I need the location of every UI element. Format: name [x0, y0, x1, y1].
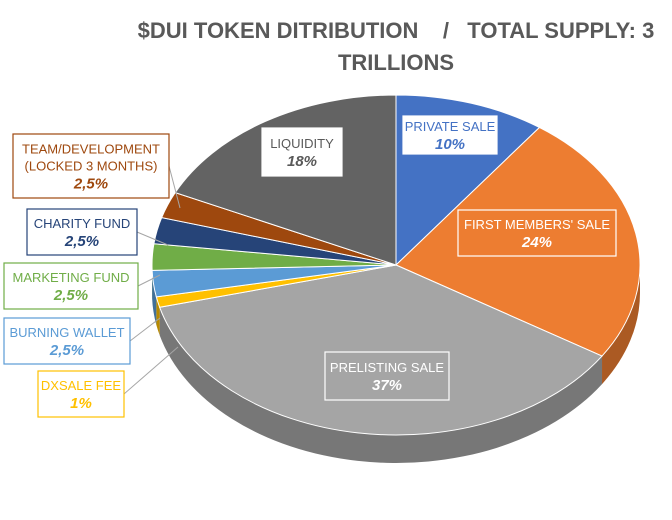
label-name-7: (LOCKED 3 MONTHS) — [25, 159, 158, 174]
label-value-7: 2,5% — [73, 176, 108, 193]
label-name-0: PRIVATE SALE — [405, 119, 496, 134]
slice-label-8: LIQUIDITY 18% — [261, 127, 343, 177]
slice-label-0: PRIVATE SALE 10% — [402, 115, 498, 155]
leader-line-6 — [136, 231, 169, 246]
label-box-3 — [37, 370, 125, 418]
label-box-7 — [12, 133, 170, 199]
pie-slices — [151, 94, 641, 436]
label-name-7: TEAM/DEVELOPMENT — [22, 142, 160, 157]
label-box-1 — [457, 209, 617, 257]
label-name-3: DXSALE FEE — [41, 378, 122, 393]
slice-label-6: CHARITY FUND 2,5% — [26, 208, 138, 256]
slice-label-4: BURNING WALLET 2,5% — [3, 317, 131, 365]
label-name-2: PRELISTING SALE — [330, 360, 444, 375]
leader-line-5 — [137, 274, 161, 287]
slice-label-1: FIRST MEMBERS' SALE 24% — [457, 209, 617, 257]
leader-lines — [123, 165, 181, 395]
label-name-1: FIRST MEMBERS' SALE — [464, 217, 610, 232]
label-name-4: BURNING WALLET — [9, 325, 124, 340]
pie-slice-2 — [158, 264, 603, 436]
label-name-8: LIQUIDITY — [270, 136, 334, 151]
label-value-4: 2,5% — [49, 342, 84, 359]
slice-label-7: TEAM/DEVELOPMENT (LOCKED 3 MONTHS) 2,5% — [12, 133, 170, 199]
pie-side-1 — [602, 265, 640, 385]
chart-title-line1: $DUI TOKEN DITRIBUTION / TOTAL SUPPLY: 3 — [138, 18, 655, 43]
label-value-3: 1% — [70, 395, 92, 412]
pie-side-2 — [159, 307, 603, 463]
label-value-8: 18% — [287, 153, 317, 170]
label-box-5 — [3, 262, 139, 310]
label-box-6 — [26, 208, 138, 256]
slice-label-2: PRELISTING SALE 37% — [324, 351, 450, 401]
chart-title-line2: TRILLIONS — [338, 50, 454, 75]
leader-line-3 — [123, 346, 179, 395]
label-value-2: 37% — [372, 377, 402, 394]
label-box-2 — [324, 351, 450, 401]
leader-line-7 — [168, 165, 181, 209]
label-box-4 — [3, 317, 131, 365]
slice-label-3: DXSALE FEE 1% — [37, 370, 125, 418]
label-name-6: CHARITY FUND — [34, 216, 131, 231]
leader-line-4 — [129, 317, 161, 342]
label-box-8 — [261, 127, 343, 177]
label-value-1: 24% — [521, 234, 552, 251]
label-name-5: MARKETING FUND — [13, 270, 130, 285]
label-value-6: 2,5% — [64, 233, 99, 250]
data-labels: PRIVATE SALE 10% FIRST MEMBERS' SALE 24% PRE… — [3, 115, 617, 418]
slice-label-5: MARKETING FUND 2,5% — [3, 262, 139, 310]
pie-side-3 — [156, 296, 160, 336]
label-value-0: 10% — [435, 136, 465, 153]
label-value-5: 2,5% — [53, 287, 88, 304]
label-box-0 — [402, 115, 498, 155]
